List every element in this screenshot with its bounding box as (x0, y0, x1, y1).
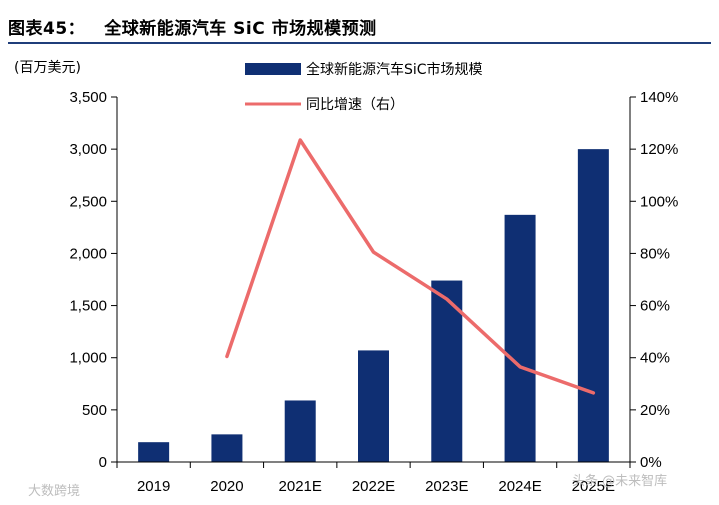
bar (577, 149, 609, 462)
x-axis-ticks: 2019 2020 2021E 2022E 2023E 2024E 2025E (116, 462, 631, 495)
x-tick-label: 2022E (352, 478, 395, 495)
watermark-right: 头条 @未来智库 (572, 473, 667, 489)
y-axis-unit-label: (百万美元) (14, 60, 81, 76)
left-tick-label: 1,000 (69, 350, 107, 367)
title-underline (8, 42, 711, 44)
left-tick-label: 3,000 (69, 141, 107, 158)
axes (116, 97, 631, 463)
left-tick-label: 1,500 (69, 298, 107, 315)
right-tick-label: 140% (640, 89, 678, 106)
right-axis-ticks: 0% 20% 40% 60% 80% 100% 120% 140% (630, 89, 678, 471)
right-tick-label: 80% (640, 245, 670, 262)
legend-line-label: 同比增速（右） (306, 97, 404, 113)
bar (138, 442, 170, 462)
x-tick-label: 2019 (137, 478, 170, 495)
left-tick-label: 2,500 (69, 193, 107, 210)
left-tick-label: 3,500 (69, 89, 107, 106)
right-tick-label: 0% (640, 454, 662, 471)
left-axis-ticks: 0 500 1,000 1,500 2,000 2,500 3,000 3,500 (69, 89, 117, 471)
growth-line (225, 138, 596, 395)
right-tick-label: 120% (640, 141, 678, 158)
left-tick-label: 2,000 (69, 245, 107, 262)
figure-label: 图表45： (8, 19, 86, 39)
left-tick-label: 0 (99, 454, 107, 471)
bar (284, 400, 316, 462)
watermark-left: 大数跨境 (28, 484, 80, 499)
legend-bar-label: 全球新能源汽车SiC市场规模 (306, 61, 483, 78)
bar (211, 434, 243, 462)
bar (358, 350, 389, 462)
x-tick-label: 2023E (425, 478, 468, 495)
x-tick-label: 2025E (572, 478, 615, 495)
x-tick-label: 2024E (498, 478, 541, 495)
bar (504, 214, 536, 462)
left-tick-label: 500 (82, 402, 107, 419)
right-tick-label: 60% (640, 298, 670, 315)
x-tick-label: 2021E (279, 478, 322, 495)
chart-title: 全球新能源汽车 SiC 市场规模预测 (104, 19, 377, 39)
x-tick-label: 2020 (210, 478, 243, 495)
bar-series (138, 149, 609, 462)
legend-bar-swatch (245, 63, 301, 75)
right-tick-label: 40% (640, 350, 670, 367)
legend: 全球新能源汽车SiC市场规模 同比增速（右） (245, 61, 483, 113)
right-tick-label: 100% (640, 193, 678, 210)
line-series (225, 138, 596, 395)
right-tick-label: 20% (640, 402, 670, 419)
chart-title-row: 图表45： 全球新能源汽车 SiC 市场规模预测 (8, 14, 713, 42)
